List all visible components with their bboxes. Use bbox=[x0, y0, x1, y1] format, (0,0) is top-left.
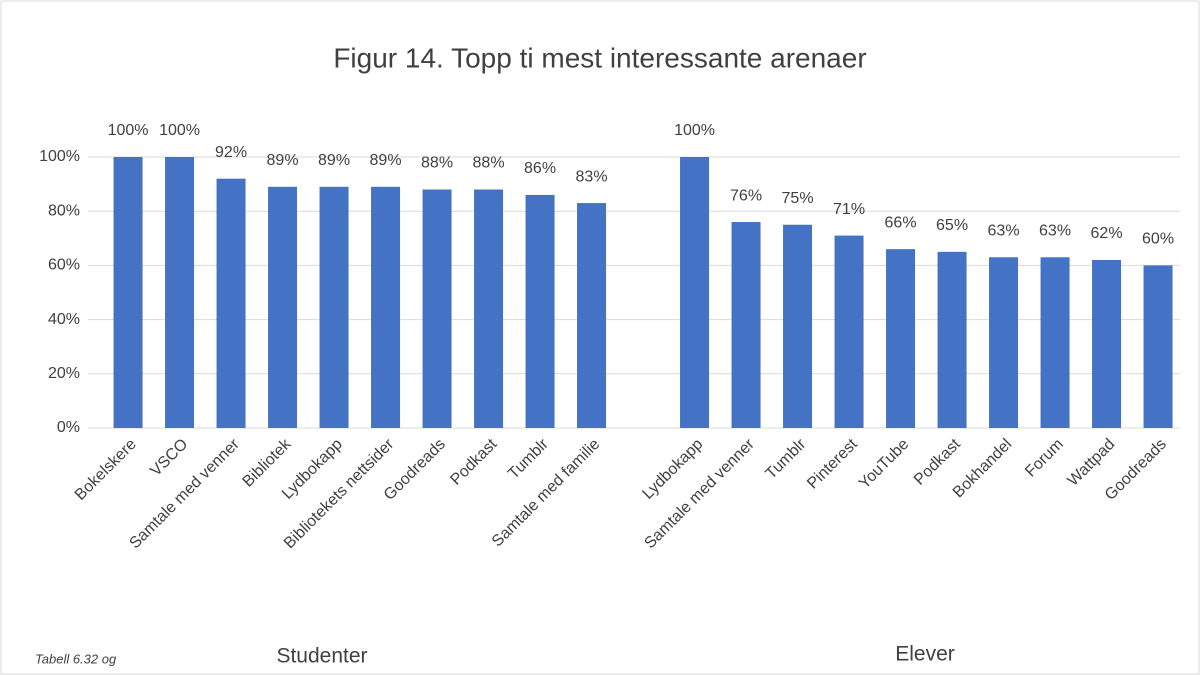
data-label: 66% bbox=[885, 214, 917, 231]
data-label: 100% bbox=[674, 122, 715, 139]
data-label: 60% bbox=[1142, 231, 1174, 248]
bar bbox=[834, 235, 864, 428]
bar bbox=[113, 157, 143, 428]
data-label: 100% bbox=[159, 122, 200, 139]
data-label: 83% bbox=[576, 168, 608, 185]
y-tick-label: 100% bbox=[39, 148, 80, 165]
data-label: 88% bbox=[421, 155, 453, 172]
y-tick-label: 0% bbox=[57, 419, 80, 436]
group-label: Elever bbox=[895, 643, 955, 666]
data-label: 88% bbox=[473, 155, 505, 172]
chart-title: Figur 14. Topp ti mest interessante aren… bbox=[333, 42, 866, 73]
data-label: 92% bbox=[215, 144, 247, 161]
bar bbox=[577, 203, 607, 428]
data-label: 89% bbox=[318, 152, 350, 169]
y-tick-label: 20% bbox=[48, 365, 80, 382]
y-tick-label: 80% bbox=[48, 202, 80, 219]
bar bbox=[319, 186, 349, 428]
data-label: 89% bbox=[370, 152, 402, 169]
bar bbox=[216, 178, 246, 428]
data-label: 71% bbox=[833, 201, 865, 218]
note: Tabell 6.32 og bbox=[35, 651, 117, 666]
data-label: 63% bbox=[988, 222, 1020, 239]
bar bbox=[165, 157, 195, 428]
bar bbox=[1040, 257, 1070, 428]
data-label: 65% bbox=[936, 217, 968, 234]
bar bbox=[783, 224, 813, 428]
bar bbox=[371, 186, 401, 428]
data-label: 63% bbox=[1039, 222, 1071, 239]
bar bbox=[474, 189, 504, 428]
group-label: Studenter bbox=[276, 645, 367, 668]
bar bbox=[422, 189, 452, 428]
data-label: 76% bbox=[730, 187, 762, 204]
bar bbox=[1092, 259, 1122, 428]
bar bbox=[937, 251, 967, 428]
bar bbox=[268, 186, 298, 428]
bar bbox=[680, 157, 710, 428]
bar bbox=[886, 249, 916, 428]
bar bbox=[1143, 265, 1173, 428]
data-label: 100% bbox=[108, 122, 149, 139]
bar bbox=[989, 257, 1019, 428]
bar bbox=[731, 222, 761, 428]
data-label: 86% bbox=[524, 160, 556, 177]
bar bbox=[525, 194, 555, 428]
y-tick-label: 60% bbox=[48, 257, 80, 274]
data-label: 75% bbox=[782, 190, 814, 207]
data-label: 89% bbox=[267, 152, 299, 169]
y-tick-label: 40% bbox=[48, 311, 80, 328]
data-label: 62% bbox=[1091, 225, 1123, 242]
